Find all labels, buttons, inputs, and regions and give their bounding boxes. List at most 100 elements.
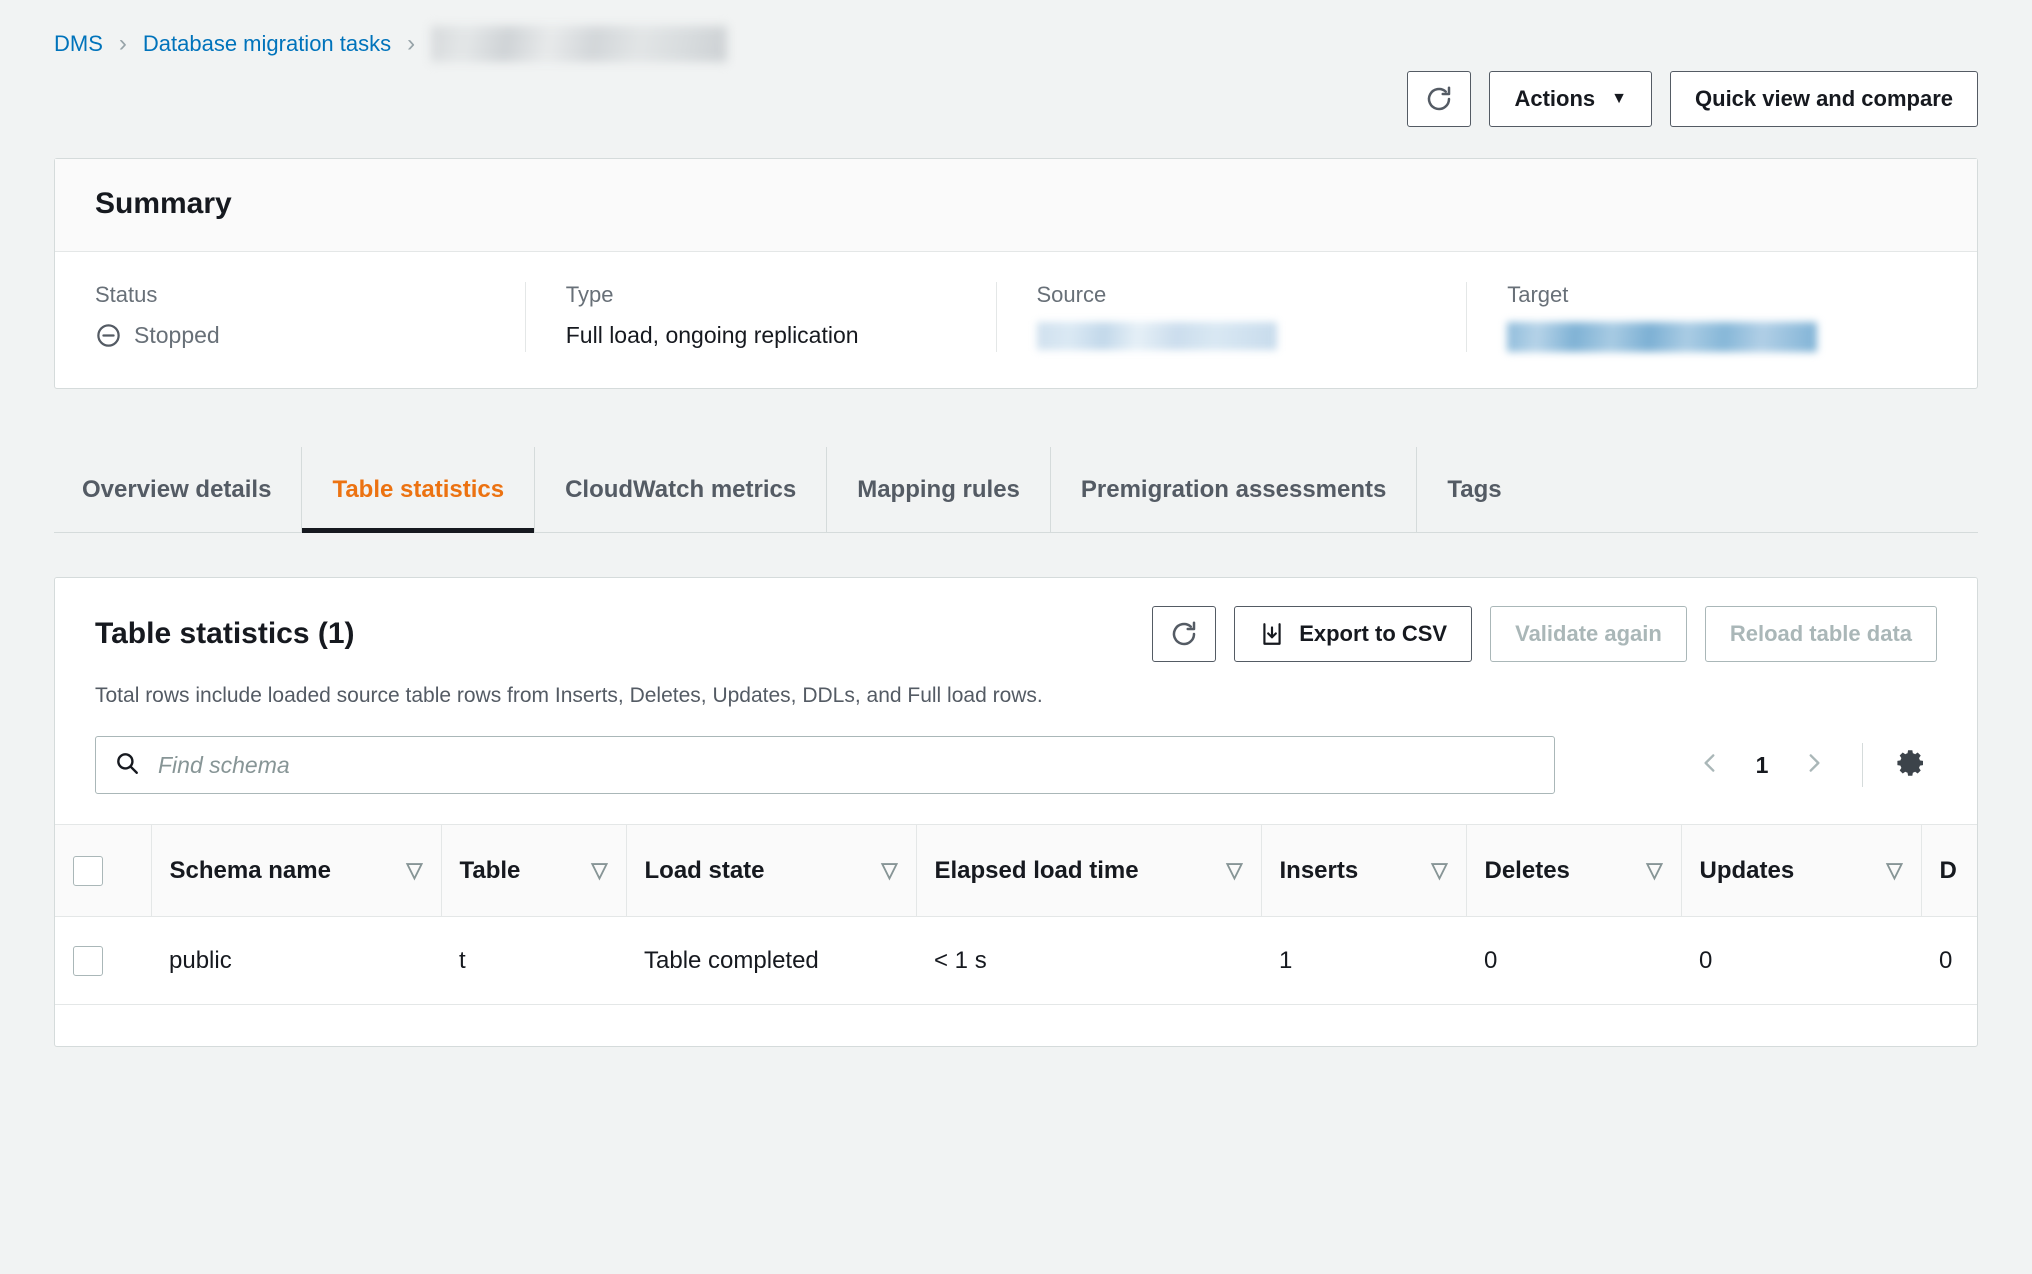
pagination: 1 xyxy=(1684,739,1937,791)
cell-elapsed-load-time: < 1 s xyxy=(916,916,1261,1005)
summary-value-source xyxy=(1036,322,1437,350)
summary-card: Summary Status Stopped xyxy=(54,158,1978,389)
summary-field-type: Type Full load, ongoing replication xyxy=(524,282,996,352)
actions-dropdown-button[interactable]: Actions ▼ xyxy=(1489,71,1653,127)
tab-label: Tags xyxy=(1447,475,1502,503)
tab-overview-details[interactable]: Overview details xyxy=(54,447,303,532)
summary-value-status: Stopped xyxy=(95,322,495,349)
export-to-csv-button[interactable]: Export to CSV xyxy=(1234,606,1473,662)
table-statistics-table: Schema name ▽ Table ▽ Load state ▽ xyxy=(55,824,1977,1005)
cell-load-state: Table completed xyxy=(626,916,916,1005)
sort-icon: ▽ xyxy=(1886,859,1903,882)
column-header-schema-name[interactable]: Schema name ▽ xyxy=(151,824,442,917)
row-checkbox[interactable] xyxy=(73,945,103,976)
tab-table-statistics[interactable]: Table statistics xyxy=(302,447,536,533)
column-header-table[interactable]: Table ▽ xyxy=(441,824,627,917)
tab-label: Table statistics xyxy=(332,475,505,503)
cell-ddls: 0 xyxy=(1921,916,1977,1005)
reload-table-data-label: Reload table data xyxy=(1729,621,1912,646)
reload-table-data-button[interactable]: Reload table data xyxy=(1704,606,1937,662)
cell-table: t xyxy=(441,916,626,1005)
refresh-icon xyxy=(1169,619,1199,649)
chevron-down-icon: ▼ xyxy=(1611,90,1628,107)
export-to-csv-label: Export to CSV xyxy=(1299,621,1448,646)
column-header-inserts[interactable]: Inserts ▽ xyxy=(1261,824,1467,917)
tab-premigration-assessments[interactable]: Premigration assessments xyxy=(1051,447,1418,532)
breadcrumb-item-dms[interactable]: DMS xyxy=(54,31,103,56)
column-header-ddls-truncated[interactable]: D xyxy=(1921,824,1977,917)
column-label: Table xyxy=(459,856,521,884)
table-refresh-button[interactable] xyxy=(1152,606,1217,662)
column-header-load-state[interactable]: Load state ▽ xyxy=(626,824,917,917)
page-title-row: Actions ▼ Quick view and compare xyxy=(0,44,2032,130)
search-icon xyxy=(114,750,156,781)
summary-value-type: Full load, ongoing replication xyxy=(565,322,859,348)
table-statistics-header: Table statistics (1) xyxy=(55,578,1977,708)
table-statistics-actions: Export to CSV Validate again Reload tabl… xyxy=(1152,606,1937,662)
search-input[interactable] xyxy=(156,750,1536,780)
pagination-prev-button[interactable] xyxy=(1684,739,1736,791)
refresh-icon xyxy=(1424,84,1454,114)
chevron-right-icon: › xyxy=(407,30,416,57)
page-title-redacted xyxy=(54,77,654,121)
pagination-page-1[interactable]: 1 xyxy=(1755,751,1769,778)
validate-again-button[interactable]: Validate again xyxy=(1490,606,1687,662)
table-row[interactable]: public t Table completed < 1 s 1 0 0 0 xyxy=(55,916,1977,1005)
column-header-elapsed-load-time[interactable]: Elapsed load time ▽ xyxy=(916,824,1262,917)
cell-deletes: 0 xyxy=(1466,916,1681,1005)
tab-tags[interactable]: Tags xyxy=(1417,447,1531,532)
cell-schema-name: public xyxy=(151,916,441,1005)
chevron-right-icon: › xyxy=(118,30,127,57)
table-preferences-button[interactable] xyxy=(1885,739,1937,791)
table-body: public t Table completed < 1 s 1 0 0 0 xyxy=(55,916,1977,1005)
sort-icon: ▽ xyxy=(881,859,898,882)
breadcrumb-item-task-name-redacted[interactable] xyxy=(431,26,728,62)
refresh-button[interactable] xyxy=(1407,71,1472,127)
chevron-left-icon xyxy=(1697,750,1723,781)
page-actions: Actions ▼ Quick view and compare xyxy=(1407,71,1978,127)
validate-again-label: Validate again xyxy=(1515,621,1662,646)
source-endpoint-link-redacted[interactable] xyxy=(1036,322,1277,350)
table-statistics-card: Table statistics (1) xyxy=(54,577,1978,1047)
summary-value-target xyxy=(1507,322,1907,352)
tab-label: Mapping rules xyxy=(857,475,1020,503)
status-badge: Stopped xyxy=(134,322,220,348)
tab-label: CloudWatch metrics xyxy=(565,475,797,503)
sort-icon: ▽ xyxy=(406,859,423,882)
summary-field-status: Status Stopped xyxy=(95,282,525,352)
column-header-deletes[interactable]: Deletes ▽ xyxy=(1466,824,1682,917)
column-label: Inserts xyxy=(1279,856,1359,884)
column-select-all xyxy=(55,824,152,917)
sort-icon: ▽ xyxy=(591,859,608,882)
column-header-updates[interactable]: Updates ▽ xyxy=(1681,824,1922,917)
summary-field-target: Target xyxy=(1466,282,1937,352)
column-label: Schema name xyxy=(169,856,331,884)
column-label: Load state xyxy=(644,856,765,884)
table-filter-row: 1 xyxy=(55,708,1977,824)
cell-inserts: 1 xyxy=(1261,916,1466,1005)
chevron-right-icon xyxy=(1801,750,1827,781)
quick-view-and-compare-button[interactable]: Quick view and compare xyxy=(1670,71,1978,127)
summary-header: Summary xyxy=(55,159,1977,252)
summary-body: Status Stopped Type Full lo xyxy=(55,252,1977,388)
breadcrumb-item-database-migration-tasks[interactable]: Database migration tasks xyxy=(142,31,392,56)
row-select-cell xyxy=(55,916,151,1005)
tab-bar: Overview details Table statistics CloudW… xyxy=(54,447,1978,533)
tab-label: Premigration assessments xyxy=(1080,475,1387,503)
circle-minus-icon xyxy=(95,322,122,349)
pagination-next-button[interactable] xyxy=(1788,739,1840,791)
target-endpoint-link-redacted[interactable] xyxy=(1507,322,1818,352)
select-all-checkbox[interactable] xyxy=(73,855,103,886)
cell-updates: 0 xyxy=(1681,916,1921,1005)
summary-title: Summary xyxy=(95,187,232,220)
tab-label: Overview details xyxy=(82,475,272,503)
tab-cloudwatch-metrics[interactable]: CloudWatch metrics xyxy=(535,447,828,532)
summary-field-source: Source xyxy=(995,282,1467,352)
summary-label-source: Source xyxy=(1036,282,1107,307)
search-box[interactable] xyxy=(95,736,1555,794)
divider xyxy=(1862,743,1863,787)
tab-mapping-rules[interactable]: Mapping rules xyxy=(827,447,1051,532)
table-statistics-title: Table statistics (1) xyxy=(95,617,355,650)
column-label: Updates xyxy=(1699,856,1795,884)
